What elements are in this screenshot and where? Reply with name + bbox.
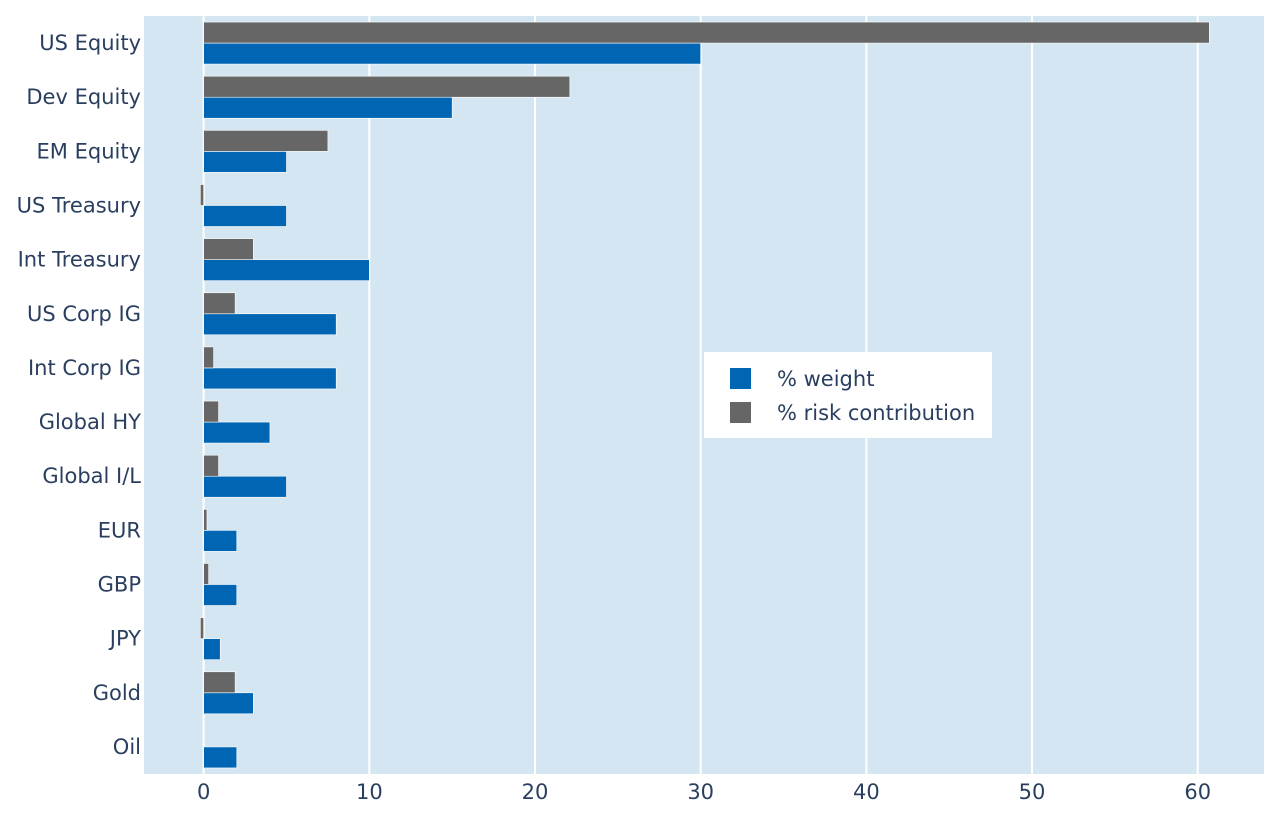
y-axis-tick-labels: US Equity Dev Equity EM Equity US Treasury I… [17, 31, 142, 759]
bar-risk-contribution-us-equity[interactable] [203, 21, 1210, 44]
bar-risk-contribution-eur[interactable] [203, 509, 208, 531]
x-tick-label-60: 60 [1184, 780, 1211, 804]
y-tick-label-us-corp-ig: US Corp IG [27, 302, 141, 326]
y-tick-label-oil: Oil [113, 735, 141, 759]
bar-risk-contribution-global-i-l[interactable] [203, 454, 219, 477]
legend-swatch-risk-contribution[interactable] [730, 402, 751, 423]
x-tick-label-0: 0 [197, 780, 210, 804]
y-tick-label-us-equity: US Equity [39, 31, 141, 55]
x-tick-label-40: 40 [853, 780, 880, 804]
bar-risk-contribution-us-corp-ig[interactable] [203, 292, 236, 315]
legend[interactable]: % weight % risk contribution [704, 352, 992, 438]
y-tick-label-eur: EUR [98, 518, 141, 542]
y-tick-label-jpy: JPY [108, 627, 141, 651]
bar-risk-contribution-gbp[interactable] [203, 563, 209, 585]
bar-weight-gbp[interactable] [203, 584, 238, 606]
bar-risk-contribution-int-corp-ig[interactable] [203, 346, 214, 369]
bar-risk-contribution-jpy[interactable] [200, 617, 204, 639]
y-tick-label-us-treasury: US Treasury [17, 194, 141, 218]
bar-weight-us-corp-ig[interactable] [203, 313, 337, 336]
bar-weight-oil[interactable] [203, 746, 238, 769]
x-tick-label-30: 30 [687, 780, 714, 804]
bar-weight-int-corp-ig[interactable] [203, 367, 337, 390]
bar-weight-eur[interactable] [203, 530, 238, 552]
bar-risk-contribution-int-treasury[interactable] [203, 238, 254, 260]
x-tick-label-20: 20 [522, 780, 549, 804]
bar-weight-jpy[interactable] [203, 638, 221, 660]
bar-weight-global-i-l[interactable] [203, 475, 287, 498]
bar-weight-dev-equity[interactable] [203, 96, 453, 119]
y-tick-label-gold: Gold [93, 681, 141, 705]
y-tick-label-dev-equity: Dev Equity [26, 85, 141, 109]
bar-risk-contribution-us-treasury[interactable] [200, 184, 204, 206]
bar-risk-contribution-global-hy[interactable] [203, 400, 219, 423]
legend-box [704, 352, 992, 438]
x-tick-label-50: 50 [1019, 780, 1046, 804]
bar-weight-gold[interactable] [203, 692, 254, 715]
x-axis-tick-labels: 0 10 20 30 40 50 60 [197, 780, 1211, 804]
bar-weight-global-hy[interactable] [203, 421, 271, 444]
bar-risk-contribution-gold[interactable] [203, 671, 236, 694]
y-tick-label-int-corp-ig: Int Corp IG [28, 356, 141, 380]
y-tick-label-global-hy: Global HY [39, 410, 141, 434]
y-tick-label-int-treasury: Int Treasury [18, 248, 141, 272]
x-tick-label-10: 10 [356, 780, 383, 804]
y-tick-label-em-equity: EM Equity [37, 139, 141, 163]
bar-weight-int-treasury[interactable] [203, 259, 370, 281]
legend-label-weight[interactable]: % weight [777, 367, 874, 391]
bar-risk-contribution-dev-equity[interactable] [203, 75, 571, 98]
bar-marks [200, 21, 1210, 769]
y-tick-label-global-i-l: Global I/L [42, 464, 141, 488]
bar-risk-contribution-em-equity[interactable] [203, 130, 329, 152]
legend-swatch-weight[interactable] [730, 368, 751, 389]
legend-label-risk-contribution[interactable]: % risk contribution [777, 401, 975, 425]
bar-weight-us-equity[interactable] [203, 42, 701, 65]
bar-weight-us-treasury[interactable] [203, 205, 287, 227]
bar-weight-em-equity[interactable] [203, 151, 287, 173]
y-tick-label-gbp: GBP [98, 573, 141, 597]
